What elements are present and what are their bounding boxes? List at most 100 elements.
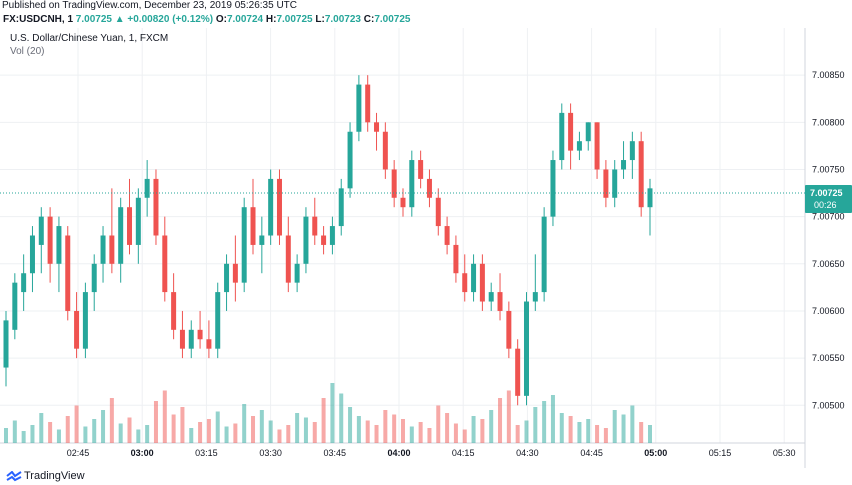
candle-body [338, 188, 344, 227]
volume-bar [83, 426, 88, 443]
x-tick-label: 03:00 [131, 448, 154, 458]
candle-body [127, 207, 133, 245]
volume-bar [65, 416, 70, 443]
volume-bar [206, 419, 211, 443]
volume-bar [630, 405, 635, 443]
x-tick-label: 03:15 [195, 448, 218, 458]
candle-body [426, 178, 432, 198]
candle-body [568, 112, 574, 151]
y-tick-label: 7.00600 [812, 306, 845, 316]
candle-body [488, 292, 494, 302]
volume-bar [180, 407, 185, 443]
candle-body [585, 122, 591, 142]
candle-body [276, 178, 282, 236]
candle-body [347, 131, 353, 189]
tradingview-brand: TradingView [24, 470, 85, 482]
candle-body [647, 188, 653, 208]
x-tick-label: 03:30 [259, 448, 282, 458]
low-label: L: [315, 14, 325, 25]
volume-bar [648, 425, 652, 443]
candle-body [629, 141, 635, 161]
candle-body [462, 273, 468, 293]
volume-bar [603, 428, 608, 443]
instrument-legend: U.S. Dollar/Chinese Yuan, 1, FXCM [10, 33, 169, 44]
candle-body [232, 263, 238, 283]
x-tick-label: 05:15 [709, 448, 732, 458]
volume-bar [330, 383, 335, 443]
candle-body [409, 160, 415, 208]
volume-bar [577, 422, 582, 443]
volume-bar [145, 425, 150, 443]
x-tick-label: 04:30 [516, 448, 539, 458]
volume-bar [409, 426, 414, 443]
candle-body [374, 122, 380, 132]
candle-body [38, 216, 44, 245]
volume-bar [498, 398, 503, 443]
open-value: 7.00724 [226, 14, 264, 25]
volume-bar [312, 422, 317, 443]
x-tick-label: 04:15 [452, 448, 475, 458]
volume-bar [233, 423, 238, 443]
volume-bar [453, 423, 458, 443]
volume-bar [321, 398, 326, 443]
volume-bar [259, 410, 264, 443]
candle-body [3, 320, 9, 368]
candle-body [82, 292, 88, 349]
volume-bar [533, 407, 538, 443]
volume-bar [224, 426, 229, 443]
change-value: +0.00820 (+0.12%) [127, 14, 214, 25]
candle-body [532, 292, 538, 302]
candle-body [47, 216, 53, 264]
volume-bar [303, 417, 308, 443]
chart-pane[interactable]: 7.00850 7.00800 7.00750 7.00700 7.00650 7.006… [0, 28, 852, 468]
y-tick-label: 7.00750 [812, 164, 845, 174]
candle-body [135, 197, 141, 245]
candle-body [29, 235, 35, 274]
y-tick-label: 7.00650 [812, 259, 845, 269]
candle-body [241, 207, 247, 283]
last-price: 7.00725 [75, 14, 112, 25]
volume-bar [639, 422, 644, 443]
candle-body [56, 226, 62, 264]
price-badge [805, 185, 852, 214]
volume-bar [251, 416, 256, 443]
volume-bar [189, 428, 194, 443]
high-value: 7.00725 [276, 14, 313, 25]
candle-body [612, 169, 618, 198]
volume-bar [586, 419, 591, 443]
candle-body [365, 84, 371, 123]
volume-bar [118, 423, 123, 443]
volume-bar [550, 395, 555, 443]
price-badge-value: 7.00725 [810, 188, 843, 198]
price-badge-countdown: 00:26 [814, 200, 837, 210]
volume-bar [74, 405, 79, 443]
low-value: 7.00723 [324, 14, 361, 25]
candle-body [171, 292, 177, 330]
candle-body [479, 263, 485, 302]
candle-body [453, 244, 459, 274]
candle-body [515, 348, 521, 396]
candle-body [497, 292, 503, 311]
volume-bar [12, 420, 17, 443]
volume-bar [400, 419, 405, 443]
volume-bar [445, 413, 450, 443]
tradingview-logo-icon [6, 471, 22, 482]
change-arrow-icon: ▲ [114, 14, 125, 25]
quote-line: FX:USDCNH, 1 7.00725 ▲ +0.00820 (+0.12%)… [3, 14, 410, 26]
volume-bar [506, 390, 511, 443]
volume-bar [101, 410, 106, 443]
y-tick-label: 7.00500 [812, 400, 845, 410]
candle-body [506, 310, 512, 349]
candle-body [109, 235, 115, 264]
volume-bar [215, 411, 220, 443]
volume-bar [295, 413, 300, 443]
x-tick-label: 05:30 [773, 448, 796, 458]
volume-bar [30, 425, 35, 443]
chart-background [0, 28, 852, 468]
published-text: Published on TradingView.com, December 2… [2, 0, 297, 11]
volume-bar [383, 410, 388, 443]
chart-canvas[interactable]: 7.00850 7.00800 7.00750 7.00700 7.00650 7.006… [0, 28, 852, 468]
volume-bar [242, 404, 247, 443]
candle-body [435, 197, 441, 227]
candle-body [321, 235, 327, 245]
